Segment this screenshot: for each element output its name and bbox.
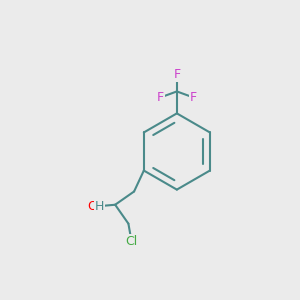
- Text: O: O: [87, 200, 97, 213]
- Text: F: F: [157, 91, 164, 104]
- Text: Cl: Cl: [125, 236, 137, 248]
- Text: F: F: [173, 68, 180, 81]
- Text: H: H: [95, 200, 104, 213]
- Text: F: F: [190, 91, 197, 104]
- Text: O: O: [87, 200, 97, 213]
